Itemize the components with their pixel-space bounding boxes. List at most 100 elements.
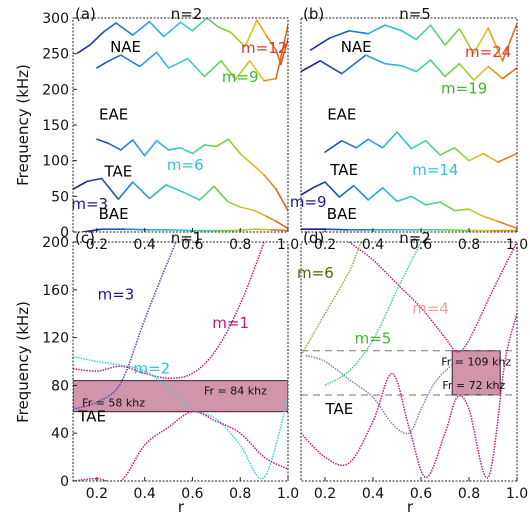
series-3-segment: [119, 139, 134, 151]
series-2-segment: [384, 24, 403, 32]
series-3-segment: [179, 147, 194, 155]
panel-3: 0.2 0.4 0.6 0.8 1.0 0 40 80 120 160 200 (c) n=1 m=3 m=…: [42, 128, 299, 502]
y-tick-label: 80: [51, 378, 69, 394]
series-3-segment: [191, 144, 206, 155]
series-2-segment: [205, 18, 220, 29]
x-tick-label: 0.2: [86, 237, 108, 253]
y-tick-label: 100: [42, 154, 69, 170]
series-4-segment: [496, 220, 517, 230]
series-1-segment: [400, 64, 418, 73]
data-point: [192, 206, 193, 207]
series-2-segment: [191, 18, 208, 32]
y-tick-label: 0: [60, 225, 69, 241]
series-3-segment: [482, 152, 499, 163]
y-tick-label: 0: [60, 474, 69, 490]
series-4-segment: [239, 206, 256, 212]
plot-area: [301, 218, 517, 479]
x-tick-label: 1.0: [277, 486, 299, 502]
series-4-segment: [227, 201, 242, 208]
annotation-label: m=5: [355, 330, 392, 348]
x-tick-label: 0.4: [134, 486, 156, 502]
series-1-segment: [319, 59, 343, 75]
band-label-upper: Fr = 109 khz: [441, 356, 511, 369]
annotation-label: BAE: [327, 205, 357, 223]
annotation-label: m=24: [465, 43, 511, 61]
series-3-segment: [453, 147, 470, 162]
series-2-segment: [229, 31, 246, 48]
plot-area: [301, 22, 517, 232]
series-3-segment: [355, 138, 370, 149]
series-1-segment: [429, 59, 446, 78]
series-3-segment: [108, 142, 122, 151]
series-3-segment: [227, 138, 242, 155]
series-3-segment: [340, 139, 358, 149]
series-2-segment: [275, 49, 282, 66]
x-tick-label: 0.6: [410, 237, 432, 253]
data-point: [264, 128, 265, 129]
annotation-label: m=9: [222, 68, 259, 86]
y-tick-label: 200: [42, 235, 69, 251]
series-4-segment: [396, 195, 413, 203]
annotation-label: TAE: [329, 161, 358, 179]
y-tick-label: 200: [42, 82, 69, 98]
plot-area: [73, 128, 288, 481]
series-1-segment: [186, 57, 206, 78]
series-2-segment: [501, 22, 517, 62]
series-5-line: [301, 242, 362, 356]
series-3-segment: [143, 139, 158, 157]
panel-label: (b): [303, 5, 324, 23]
x-tick-label: 0.8: [458, 486, 480, 502]
annotation-label: m=3: [98, 285, 135, 303]
series-2-segment: [88, 30, 105, 46]
series-1-segment: [472, 65, 490, 81]
series-2-segment: [328, 30, 350, 39]
series-3-segment: [215, 138, 230, 148]
data-point: [275, 200, 276, 201]
series-4-segment: [165, 184, 184, 193]
series-1-segment: [263, 77, 277, 82]
series-5-segment: [234, 228, 256, 232]
series-1-segment: [301, 59, 322, 73]
panel-label: (a): [75, 5, 96, 23]
series-4-segment: [131, 181, 151, 200]
data-point: [432, 218, 433, 219]
series-2-segment: [487, 27, 504, 62]
annotation-label: m=1: [212, 314, 249, 332]
x-tick-label: 1.0: [506, 486, 528, 502]
series-3-segment: [496, 152, 517, 163]
series-1-segment: [458, 62, 475, 81]
plot-area: [73, 18, 288, 232]
series-3-segment: [468, 152, 485, 162]
data-point: [216, 170, 217, 171]
x-tick-label: 0.2: [314, 237, 336, 253]
annotation-label: m=3: [71, 195, 108, 213]
annotation-label: NAE: [341, 38, 372, 56]
x-axis-label-right: r: [407, 498, 414, 516]
y-axis-label-top: Frequency (kHz): [14, 64, 32, 186]
annotation-label: TAE: [77, 407, 106, 425]
series-4-segment: [301, 186, 314, 196]
series-4-segment: [367, 186, 384, 201]
x-axis-label-left: r: [178, 498, 185, 516]
series-5-segment: [270, 229, 288, 232]
annotation-label: EAE: [327, 105, 356, 123]
x-tick-label: 0.6: [410, 486, 432, 502]
series-4-segment: [148, 184, 167, 200]
series-4-segment: [338, 184, 355, 198]
series-4-segment: [324, 181, 341, 198]
series-1-segment: [108, 54, 122, 62]
annotation-label: m=6: [167, 156, 204, 174]
annotation-label: m=14: [412, 161, 458, 179]
series-3-segment: [96, 138, 110, 145]
series-2-segment: [348, 30, 370, 35]
series-2-segment: [367, 24, 386, 35]
series-4-segment: [100, 177, 120, 200]
annotation-label: m=9: [290, 193, 327, 211]
series-1-segment: [415, 59, 432, 73]
y-tick-label: 250: [42, 47, 69, 63]
annotation-label: BAE: [99, 205, 129, 223]
series-2-segment: [400, 30, 418, 41]
series-5-segment: [167, 229, 194, 232]
